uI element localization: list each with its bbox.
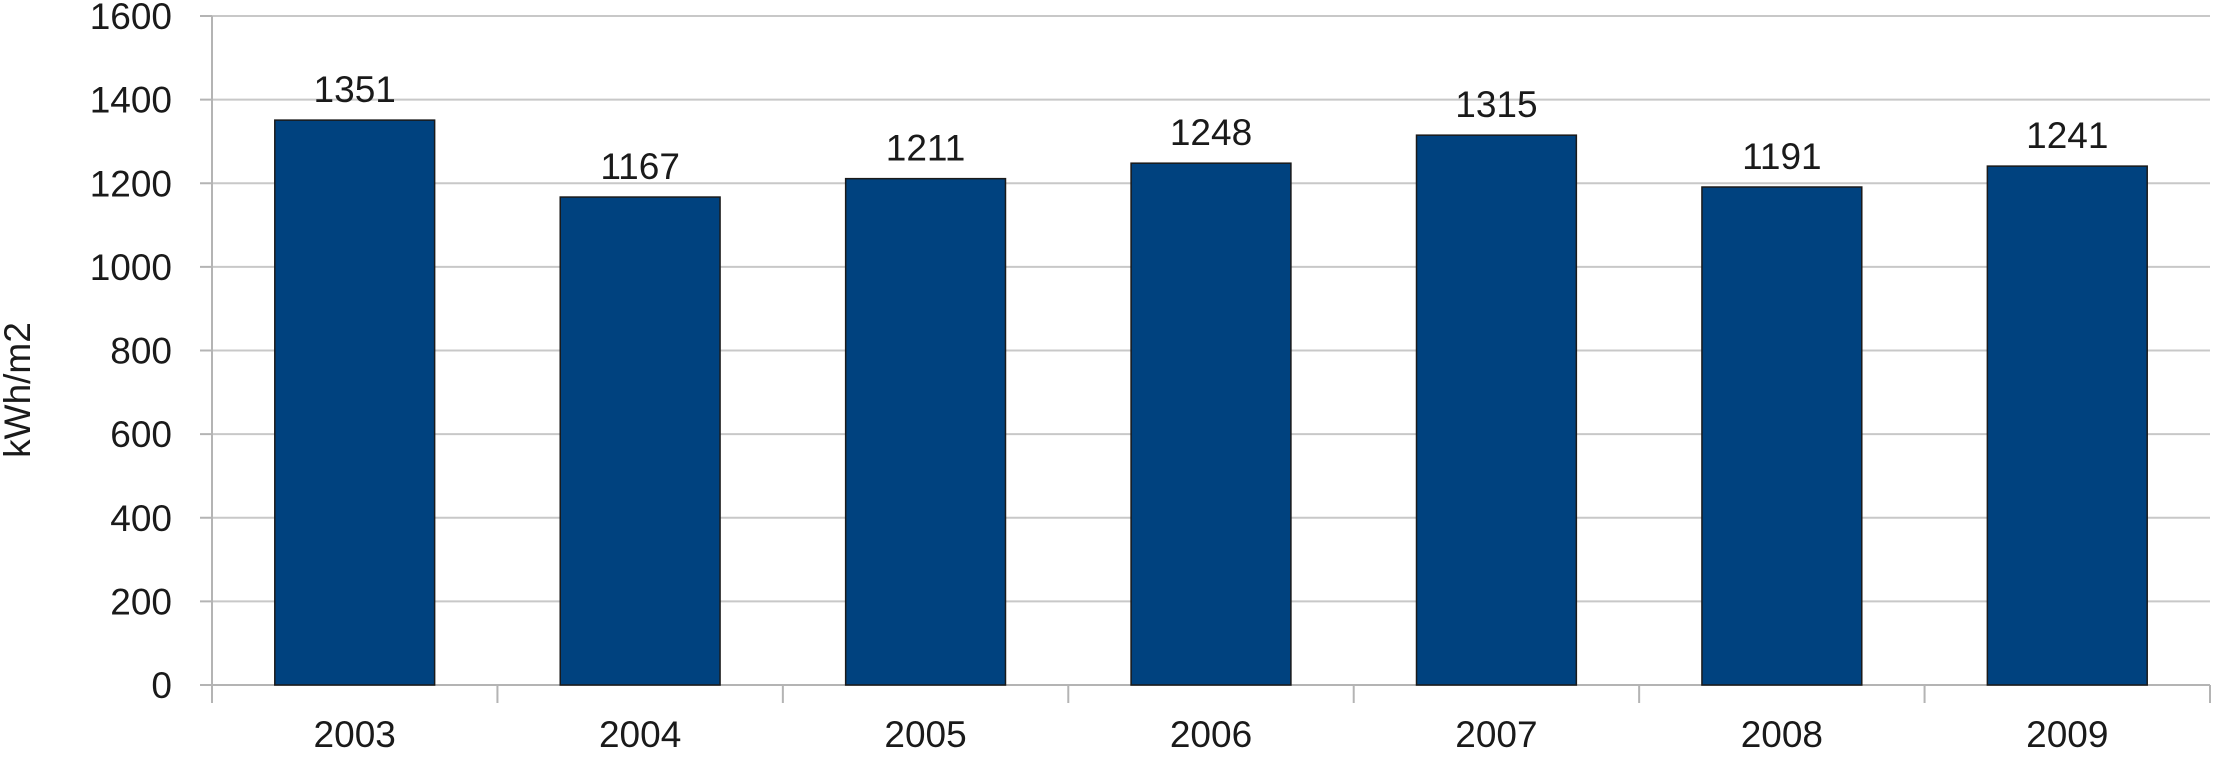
bar-2004 — [559, 196, 721, 686]
bar-2005 — [844, 177, 1007, 686]
data-label-2009: 1241 — [2026, 115, 2108, 156]
bars — [274, 119, 2148, 686]
data-label-2007: 1315 — [1455, 84, 1537, 125]
bar-2003 — [274, 119, 436, 686]
bar-2008 — [1701, 186, 1863, 686]
bar-2009 — [1986, 165, 2148, 686]
y-tick-label: 1400 — [90, 80, 172, 121]
y-tick-label: 0 — [151, 665, 172, 706]
x-tick-label-2009: 2009 — [2026, 714, 2108, 755]
y-tick-label: 1200 — [90, 163, 172, 204]
data-label-2005: 1211 — [886, 128, 966, 169]
x-tick-label-2006: 2006 — [1170, 714, 1252, 755]
data-label-2003: 1351 — [314, 69, 396, 110]
data-label-2008: 1191 — [1742, 136, 1822, 177]
data-label-2004: 1167 — [600, 146, 680, 187]
y-tick-label: 200 — [110, 581, 172, 622]
x-tick-label-2007: 2007 — [1455, 714, 1537, 755]
y-axis-title: kWh/m2 — [0, 322, 38, 458]
x-tick-label-2003: 2003 — [314, 714, 396, 755]
y-tick-label: 800 — [110, 331, 172, 372]
data-labels: 1351 1167 1211 1248 1315 1191 1241 — [314, 69, 2109, 187]
y-tick-labels: 0 200 400 600 800 1000 1200 1400 1600 — [90, 0, 172, 706]
data-label-2006: 1248 — [1170, 112, 1252, 153]
y-tick-label: 1000 — [90, 247, 172, 288]
x-tick-label-2005: 2005 — [884, 714, 966, 755]
x-tick-label-2008: 2008 — [1741, 714, 1823, 755]
bar-2007 — [1415, 134, 1578, 686]
y-tick-label: 400 — [110, 498, 172, 539]
y-tick-label: 1600 — [90, 0, 172, 37]
x-tick-labels: 2003 2004 2005 2006 2007 2008 2009 — [314, 714, 2109, 755]
bar-2006 — [1130, 162, 1292, 686]
y-tick-label: 600 — [110, 414, 172, 455]
x-tick-label-2004: 2004 — [599, 714, 681, 755]
